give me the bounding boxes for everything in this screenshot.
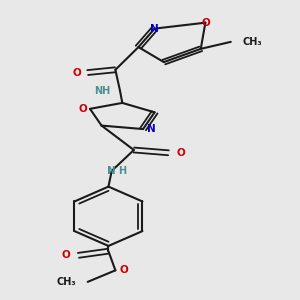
- Text: O: O: [61, 250, 70, 260]
- Text: CH₃: CH₃: [56, 277, 76, 287]
- Text: O: O: [201, 18, 210, 28]
- Text: O: O: [119, 265, 128, 275]
- Text: N: N: [150, 24, 159, 34]
- Text: N: N: [147, 124, 156, 134]
- Text: CH₃: CH₃: [242, 37, 262, 47]
- Text: NH: NH: [94, 86, 111, 96]
- Text: O: O: [72, 68, 81, 78]
- Text: O: O: [177, 148, 185, 158]
- Text: O: O: [79, 104, 88, 114]
- Text: N: N: [107, 166, 116, 176]
- Text: H: H: [118, 166, 126, 176]
